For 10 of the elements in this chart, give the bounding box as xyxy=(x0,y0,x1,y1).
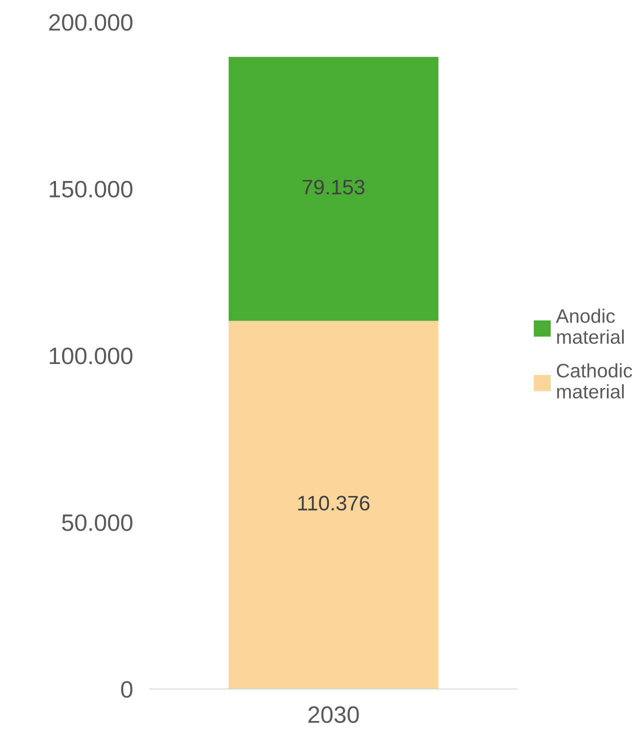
legend-label: Anodic material xyxy=(556,308,624,344)
x-tick-label: 2030 xyxy=(308,706,359,724)
data-label: 110.376 xyxy=(298,496,370,511)
legend-label: Cathodic material xyxy=(556,363,632,399)
y-tick-label: 50.000 xyxy=(62,514,132,532)
y-tick-label: 0 xyxy=(121,681,132,698)
y-tick-label: 150.000 xyxy=(50,180,132,198)
data-label: 79.153 xyxy=(302,180,364,194)
y-tick-label: 200.000 xyxy=(49,14,132,31)
y-tick-label: 100.000 xyxy=(50,348,132,364)
